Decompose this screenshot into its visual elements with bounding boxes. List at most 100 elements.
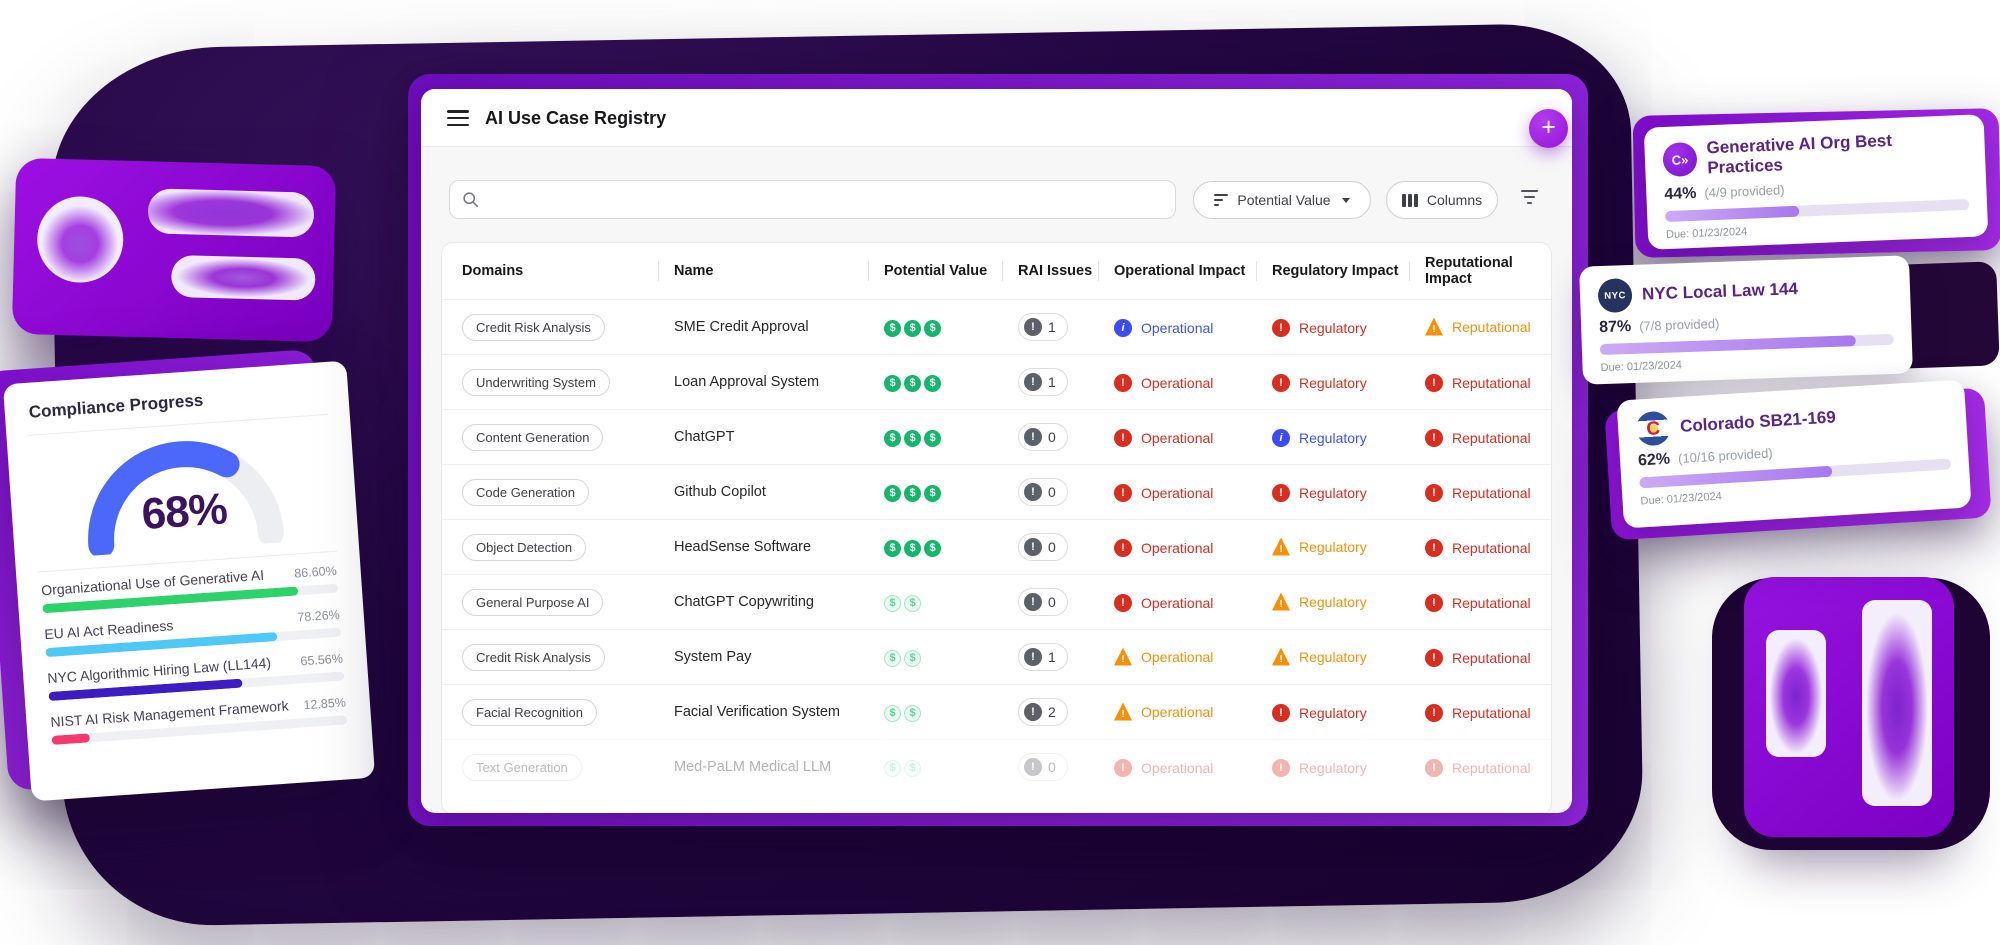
add-button[interactable]: + (1529, 109, 1568, 148)
potential-value: $ $ (868, 703, 1002, 722)
impact-label: Reputational (1452, 759, 1531, 776)
column-header[interactable]: Reputational Impact (1409, 255, 1551, 287)
compliance-item-label: EU AI Act Readiness (43, 617, 174, 643)
table-header-row: Domains Name Potential Value RAI Issues Oper… (442, 243, 1551, 299)
rai-issues-badge: ! 1 (1018, 313, 1068, 341)
filter-icon[interactable] (1521, 190, 1538, 207)
column-header[interactable]: Domains (462, 263, 524, 279)
operational-impact: ! Operational (1114, 758, 1213, 777)
exclamation-icon: ! (1024, 483, 1042, 501)
card-title: NYC Local Law 144 (1641, 279, 1799, 304)
operational-impact: i Operational (1114, 318, 1213, 337)
reputational-impact: ! Reputational (1425, 758, 1531, 777)
use-case-name: SME Credit Approval (674, 319, 809, 335)
decorative-panel (1766, 630, 1826, 757)
table-row[interactable]: Code Generation Github Copilot $ $ $! 0! Opera… (442, 464, 1551, 519)
operational-impact: ! Operational (1114, 593, 1214, 612)
potential-value: $ $ $ (868, 318, 1002, 337)
table-row[interactable]: Facial Recognition Facial Verification Sy… (442, 684, 1551, 739)
regulation-card-colorado-sb21-169[interactable]: C Colorado SB21-169 62% (10/16 provided)… (1616, 379, 1972, 529)
rai-issues-badge: ! 1 (1018, 368, 1068, 396)
columns-button[interactable]: Columns (1386, 181, 1498, 219)
table-row[interactable]: Underwriting System Loan Approval System $… (442, 354, 1551, 409)
alert-circle-icon: ! (1425, 648, 1443, 667)
reputational-impact: ! Reputational (1425, 648, 1531, 667)
operational-impact: ! Operational (1114, 647, 1213, 666)
compliance-item: EU AI Act Readiness 78.26% (43, 606, 342, 658)
regulatory-impact: ! Regulatory (1272, 647, 1367, 666)
column-header[interactable]: Potential Value (868, 261, 1002, 281)
column-header[interactable]: Regulatory Impact (1256, 261, 1409, 281)
column-header[interactable]: Operational Impact (1098, 261, 1256, 281)
table-row[interactable]: Content Generation ChatGPT $ $ $! 0! Operation… (442, 409, 1551, 464)
table-row[interactable]: Text Generation Med-PaLM Medical LLM $ $! 0!… (442, 739, 1551, 794)
sort-label: Potential Value (1237, 192, 1331, 208)
impact-label: Regulatory (1299, 319, 1367, 336)
reputational-impact: ! Reputational (1425, 593, 1531, 612)
sort-button[interactable]: Potential Value (1193, 181, 1371, 219)
rai-issues-count: 1 (1048, 649, 1056, 665)
rai-issues-badge: ! 2 (1018, 698, 1068, 726)
dollar-icon: $ (924, 484, 941, 502)
dollar-icon: $ (884, 759, 901, 777)
dollar-icon: $ (904, 429, 921, 447)
column-header[interactable]: RAI Issues (1002, 261, 1098, 281)
rai-issues-badge: ! 0 (1018, 478, 1068, 506)
exclamation-icon: ! (1024, 538, 1042, 556)
domain-pill: Text Generation (462, 753, 582, 781)
table-row[interactable]: Credit Risk Analysis System Pay $ $! 1! Opera… (442, 629, 1551, 684)
operational-impact: ! Operational (1114, 702, 1213, 721)
dollar-icon: $ (904, 594, 921, 612)
dollar-icon: $ (924, 374, 941, 392)
rai-issues-count: 1 (1048, 319, 1056, 335)
dollar-icon: $ (904, 539, 921, 557)
regulation-card-nyc-local-law-144[interactable]: NYC NYC Local Law 144 87% (7/8 provided)… (1579, 255, 1913, 385)
reputational-impact: ! Reputational (1425, 483, 1531, 502)
potential-value: $ $ $ (868, 483, 1002, 502)
use-case-name: HeadSense Software (674, 539, 812, 555)
reputational-impact: ! Reputational (1425, 703, 1531, 722)
dollar-icon: $ (884, 704, 901, 722)
rai-issues-badge: ! 1 (1018, 643, 1068, 671)
dollar-icon: $ (884, 374, 901, 392)
impact-label: Regulatory (1299, 538, 1367, 555)
dollar-icon: $ (884, 319, 901, 337)
search-input[interactable] (487, 191, 1163, 208)
dollar-icon: $ (904, 759, 921, 777)
impact-label: Operational (1141, 594, 1214, 611)
column-header[interactable]: Name (658, 261, 868, 281)
warning-triangle-icon: ! (1114, 702, 1132, 721)
credo-logo-icon: C» (1662, 141, 1698, 178)
alert-circle-icon: ! (1272, 758, 1290, 777)
rai-issues-badge: ! 0 (1018, 753, 1068, 781)
table-row[interactable]: Credit Risk Analysis SME Credit Approval $… (442, 299, 1551, 354)
percent-value: 62% (1637, 450, 1671, 470)
decorative-card-bottom-right (1744, 577, 1954, 837)
alert-circle-icon: ! (1114, 483, 1132, 502)
regulatory-impact: ! Regulatory (1272, 592, 1367, 611)
alert-circle-icon: ! (1272, 373, 1290, 392)
table-body: Credit Risk Analysis SME Credit Approval $… (442, 299, 1551, 794)
compliance-item: NIST AI Risk Management Framework 12.85% (50, 693, 348, 745)
alert-circle-icon: ! (1114, 428, 1132, 447)
table-row[interactable]: Object Detection HeadSense Software $ $ $! 0!… (442, 519, 1551, 574)
use-case-name: ChatGPT (674, 429, 735, 445)
use-case-name: Loan Approval System (674, 374, 820, 390)
operational-impact: ! Operational (1114, 373, 1213, 392)
due-date: Due: 01/23/2024 (1600, 359, 1683, 375)
alert-circle-icon: ! (1425, 703, 1443, 722)
rai-issues-count: 0 (1048, 484, 1056, 500)
warning-triangle-icon: ! (1114, 647, 1132, 666)
operational-impact: ! Operational (1114, 483, 1213, 502)
rai-issues-badge: ! 0 (1018, 533, 1068, 561)
table-row[interactable]: General Purpose AI ChatGPT Copywriting $ $!… (442, 574, 1551, 629)
search-box[interactable] (449, 180, 1176, 219)
dollar-icon: $ (904, 484, 921, 502)
dollar-icon: $ (884, 429, 901, 447)
menu-icon[interactable] (447, 110, 469, 127)
domain-pill: Facial Recognition (462, 698, 597, 726)
regulation-card-genai-best-practices[interactable]: C» Generative AI Org Best Practices 44% … (1643, 114, 1989, 250)
exclamation-icon: ! (1024, 648, 1042, 666)
regulatory-impact: ! Regulatory (1272, 373, 1367, 392)
